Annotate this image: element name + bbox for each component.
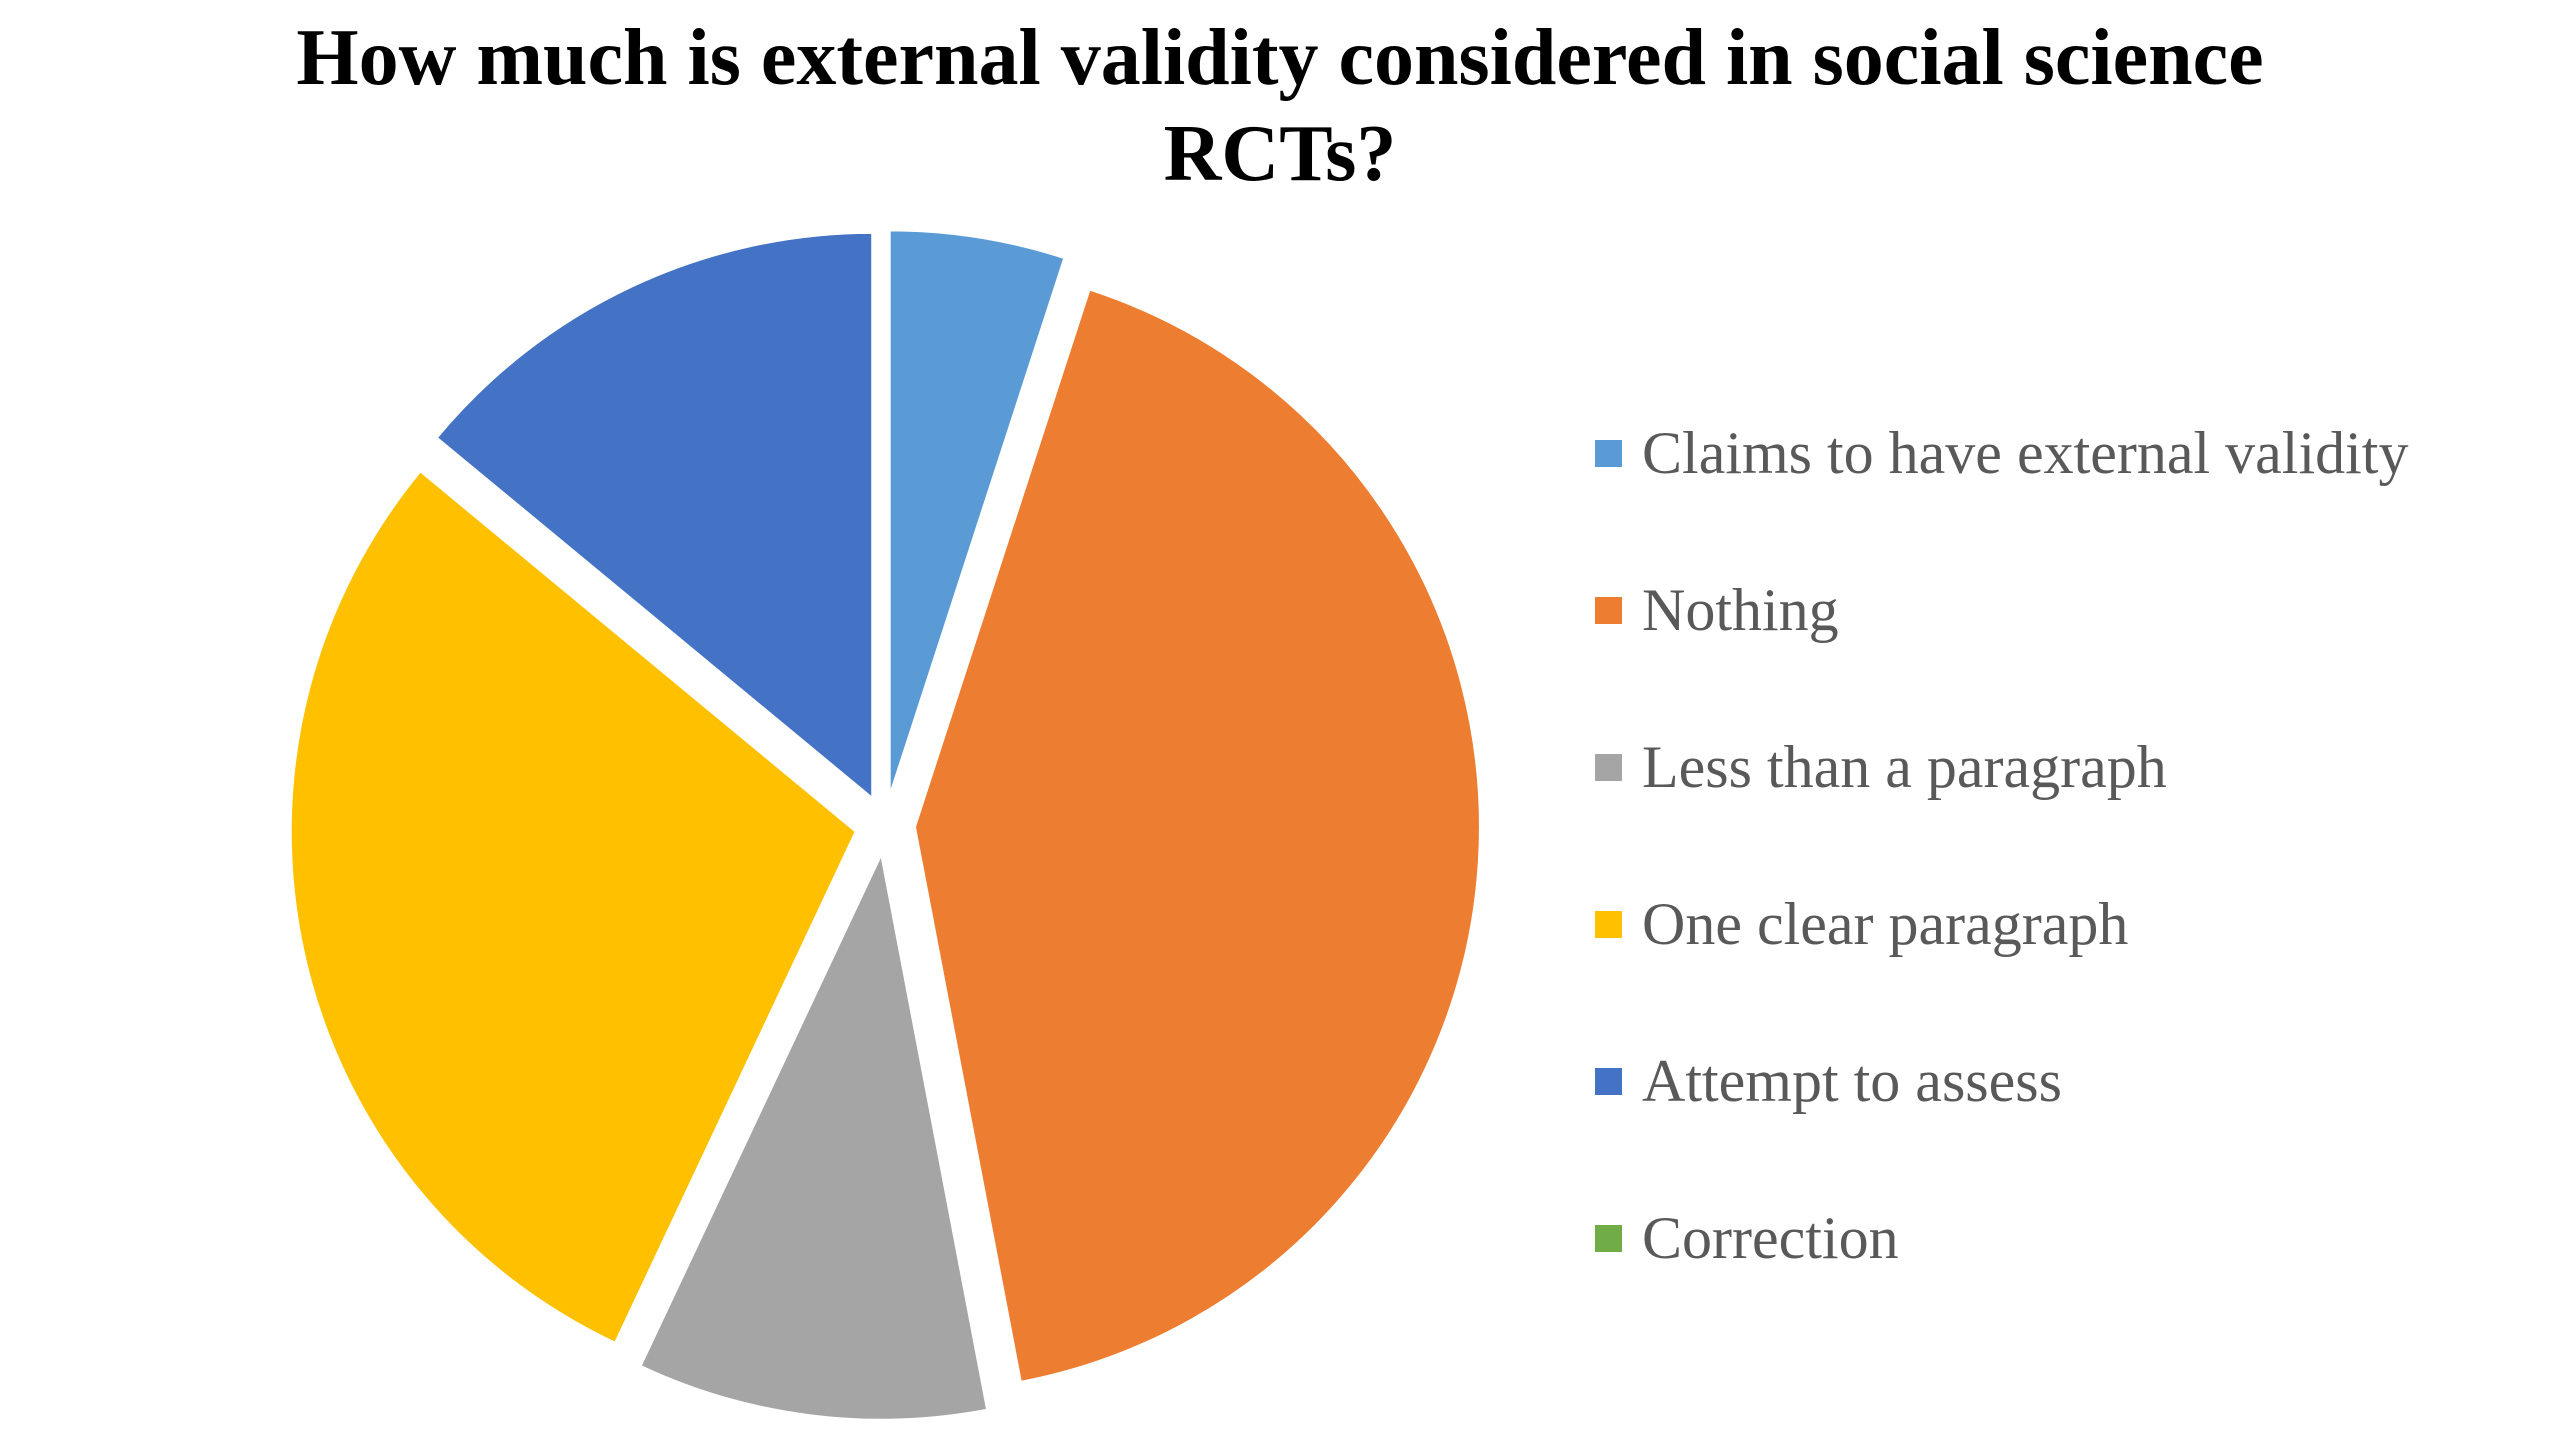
legend-swatch	[1595, 440, 1622, 467]
legend-label: Less than a paragraph	[1642, 734, 2167, 800]
legend-label: Nothing	[1642, 577, 1839, 643]
legend-item: Attempt to assess	[1595, 1003, 2408, 1160]
legend-label: One clear paragraph	[1642, 891, 2129, 957]
legend-item: Claims to have external validity	[1595, 375, 2408, 532]
legend-label: Correction	[1642, 1205, 1899, 1271]
pie-slice	[913, 288, 1481, 1384]
legend-label: Attempt to assess	[1642, 1048, 2062, 1114]
legend-swatch	[1595, 1225, 1622, 1252]
chart-title: How much is external validity considered…	[180, 10, 2380, 202]
pie-slice	[289, 469, 857, 1345]
legend-item: Correction	[1595, 1160, 2408, 1317]
legend: Claims to have external validity Nothing…	[1595, 375, 2408, 1317]
legend-label: Claims to have external validity	[1642, 420, 2409, 486]
legend-swatch	[1595, 597, 1622, 624]
legend-item: Less than a paragraph	[1595, 689, 2408, 846]
pie-slice	[888, 229, 1066, 796]
chart-title-line-2: RCTs?	[1163, 110, 1397, 198]
chart-title-line-1: How much is external validity considered…	[296, 14, 2264, 102]
legend-swatch	[1595, 754, 1622, 781]
pie-slice	[639, 851, 989, 1421]
legend-swatch	[1595, 1068, 1622, 1095]
legend-item: Nothing	[1595, 532, 2408, 689]
legend-swatch	[1595, 911, 1622, 938]
legend-item: One clear paragraph	[1595, 846, 2408, 1003]
pie-slice	[435, 231, 874, 800]
